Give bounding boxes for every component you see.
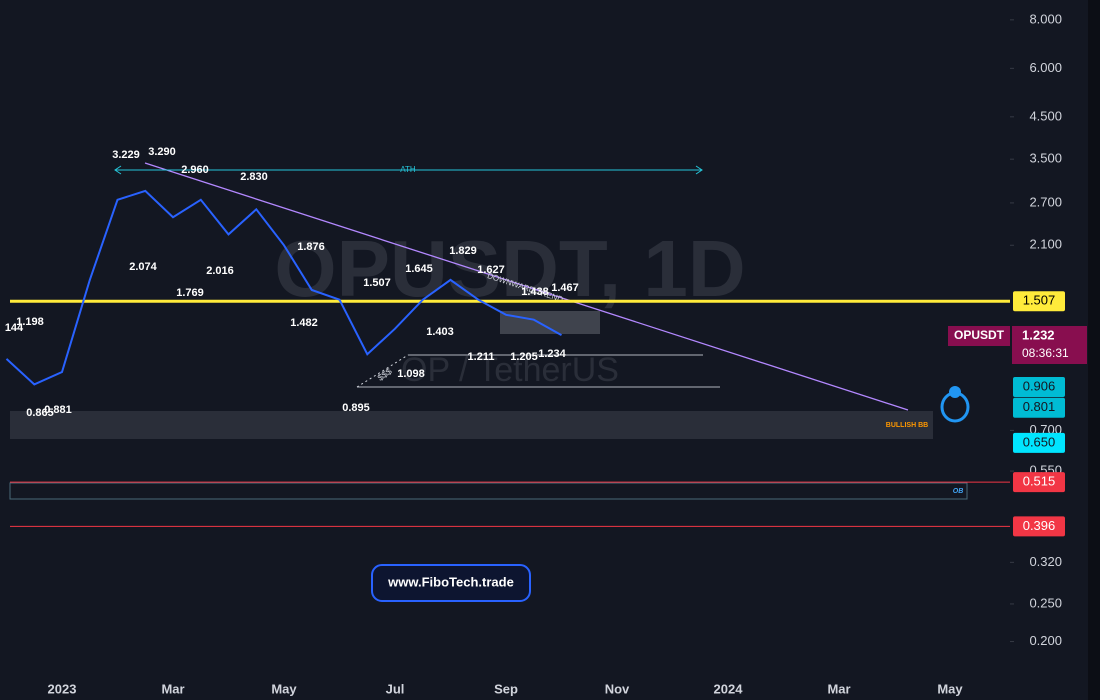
- price-tag: [1013, 472, 1065, 493]
- price-label: 144: [5, 322, 24, 334]
- price-label: 2.830: [240, 171, 268, 183]
- price-label: 2.074: [129, 261, 157, 273]
- price-label: 0.865: [26, 407, 54, 419]
- price-tag-text: 0.906: [1023, 378, 1056, 393]
- x-tick-label: Jul: [386, 681, 405, 696]
- symbol-tag: [948, 326, 1010, 346]
- icon: [940, 386, 970, 423]
- price-label: 1.234: [538, 348, 566, 360]
- trend-line: [144, 162, 909, 411]
- ob-label: OB: [953, 488, 964, 495]
- price-label: 1.482: [290, 317, 318, 329]
- y-tick-label: 0.320: [1029, 554, 1062, 569]
- price-tag: [1013, 397, 1065, 418]
- price-label: 1.769: [176, 287, 204, 299]
- price-label: 1.098: [397, 368, 425, 380]
- y-tick-label: 8.000: [1029, 11, 1062, 26]
- watermark: OPUSDT, 1D: [274, 224, 745, 313]
- price-label: 3.290: [148, 146, 176, 158]
- last-price-tag: [1012, 326, 1087, 364]
- website[interactable]: www.FiboTech.trade: [387, 574, 514, 589]
- range-box: [500, 311, 600, 334]
- x-tick-label: Mar: [827, 681, 850, 696]
- ob-zone: [9, 482, 968, 500]
- price-tag: [1013, 376, 1065, 397]
- x-tick-label: May: [271, 681, 297, 696]
- x-tick-label: 2024: [714, 681, 744, 696]
- x-tick-label: Mar: [161, 681, 184, 696]
- x-tick-label: Nov: [605, 681, 630, 696]
- y-tick-label: 6.000: [1029, 60, 1062, 75]
- right-edge: [1088, 0, 1100, 700]
- watermark-description: OP / TetherUS: [401, 351, 619, 389]
- price-tag-text: 1.507: [1023, 293, 1056, 308]
- y-tick-label: 3.500: [1029, 151, 1062, 166]
- x-tick-label: May: [937, 681, 963, 696]
- price-label: 1.467: [551, 282, 579, 294]
- y-tick-label: 0.250: [1029, 595, 1062, 610]
- price-tag: [1013, 432, 1065, 453]
- price-label: 1.645: [405, 263, 433, 275]
- bullish-label: BULLISH BB: [886, 422, 928, 429]
- ath-label: ATH: [400, 165, 416, 174]
- price-label: 1.211: [468, 351, 495, 363]
- price-label: 1.438: [521, 286, 549, 298]
- dotted-path: [356, 354, 409, 388]
- y-tick-label: 2.700: [1029, 194, 1062, 209]
- bullish-zone: [10, 411, 933, 439]
- price-label: 3.229: [112, 149, 140, 161]
- price-line: [5, 189, 562, 386]
- price-label: 1.829: [449, 245, 477, 257]
- price-label: 1.507: [363, 277, 391, 289]
- price-tag: [1013, 291, 1065, 312]
- price-label: 2.960: [181, 164, 209, 176]
- price-tag-text: 0.515: [1023, 474, 1056, 489]
- price-tag-text: 0.650: [1023, 434, 1056, 449]
- y-tick-label: 0.200: [1029, 633, 1062, 648]
- price-label: 0.895: [342, 402, 370, 414]
- last-price: 1.232: [1022, 327, 1055, 342]
- arrow-heads: [114, 165, 703, 175]
- price-label: 1.876: [297, 241, 325, 253]
- price-tag: [1013, 516, 1065, 537]
- price-label: 1.627: [477, 264, 505, 276]
- website-badge[interactable]: [371, 564, 531, 602]
- price-tag-text: 0.801: [1023, 399, 1056, 414]
- price-label: 1.403: [426, 326, 454, 338]
- symbol-tag-text: OPUSDT: [954, 328, 1005, 342]
- x-tick-label: 2023: [48, 681, 77, 696]
- price-label: 2.016: [206, 265, 234, 277]
- countdown: 08:36:31: [1022, 346, 1069, 360]
- y-tick-label: 4.500: [1029, 108, 1062, 123]
- price-label: 1.205: [510, 351, 538, 363]
- price-label: 0.881: [44, 404, 72, 416]
- price-tag-text: 0.396: [1023, 518, 1056, 533]
- price-label: 1.198: [16, 316, 44, 328]
- x-tick-label: Sep: [494, 681, 518, 696]
- y-tick-label: 2.100: [1029, 237, 1062, 252]
